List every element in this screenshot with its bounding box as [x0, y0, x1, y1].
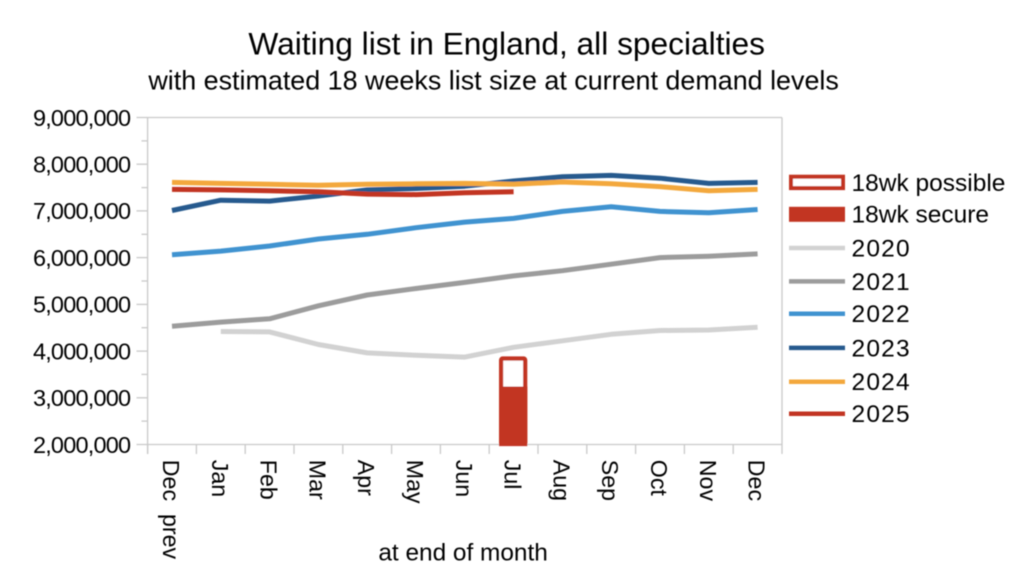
svg-text:18wk possible: 18wk possible [852, 170, 1006, 197]
svg-text:at end of month: at end of month [378, 540, 548, 567]
svg-text:May: May [402, 460, 428, 504]
svg-text:2021: 2021 [852, 269, 911, 296]
svg-text:4,000,000: 4,000,000 [33, 338, 131, 364]
svg-text:2024: 2024 [852, 369, 911, 396]
svg-text:2020: 2020 [852, 235, 911, 262]
svg-text:Jan: Jan [207, 460, 233, 497]
svg-text:9,000,000: 9,000,000 [33, 105, 131, 131]
svg-text:2,000,000: 2,000,000 [33, 432, 131, 458]
svg-text:with estimated 18 weeks list s: with estimated 18 weeks list size at cur… [147, 66, 839, 96]
svg-text:Mar: Mar [304, 460, 330, 500]
svg-text:2023: 2023 [852, 335, 911, 362]
svg-text:5,000,000: 5,000,000 [33, 292, 131, 318]
svg-text:Jun: Jun [451, 460, 477, 497]
svg-text:Sep: Sep [597, 460, 623, 501]
svg-text:7,000,000: 7,000,000 [33, 198, 131, 224]
svg-text:18wk secure: 18wk secure [852, 202, 990, 229]
svg-text:Nov: Nov [695, 460, 721, 502]
svg-text:Dec: Dec [744, 460, 770, 501]
svg-text:Apr: Apr [353, 460, 379, 496]
svg-text:Waiting list in England, all s: Waiting list in England, all specialties [248, 25, 765, 61]
svg-text:Jul: Jul [500, 460, 526, 490]
svg-text:8,000,000: 8,000,000 [33, 152, 131, 178]
svg-text:2022: 2022 [852, 301, 911, 328]
svg-text:3,000,000: 3,000,000 [33, 385, 131, 411]
svg-text:6,000,000: 6,000,000 [33, 245, 131, 271]
svg-text:Dec prev: Dec prev [158, 460, 184, 560]
svg-text:Oct: Oct [646, 460, 672, 497]
svg-text:Aug: Aug [548, 460, 574, 501]
svg-text:2025: 2025 [852, 401, 911, 428]
svg-text:Feb: Feb [256, 460, 282, 500]
